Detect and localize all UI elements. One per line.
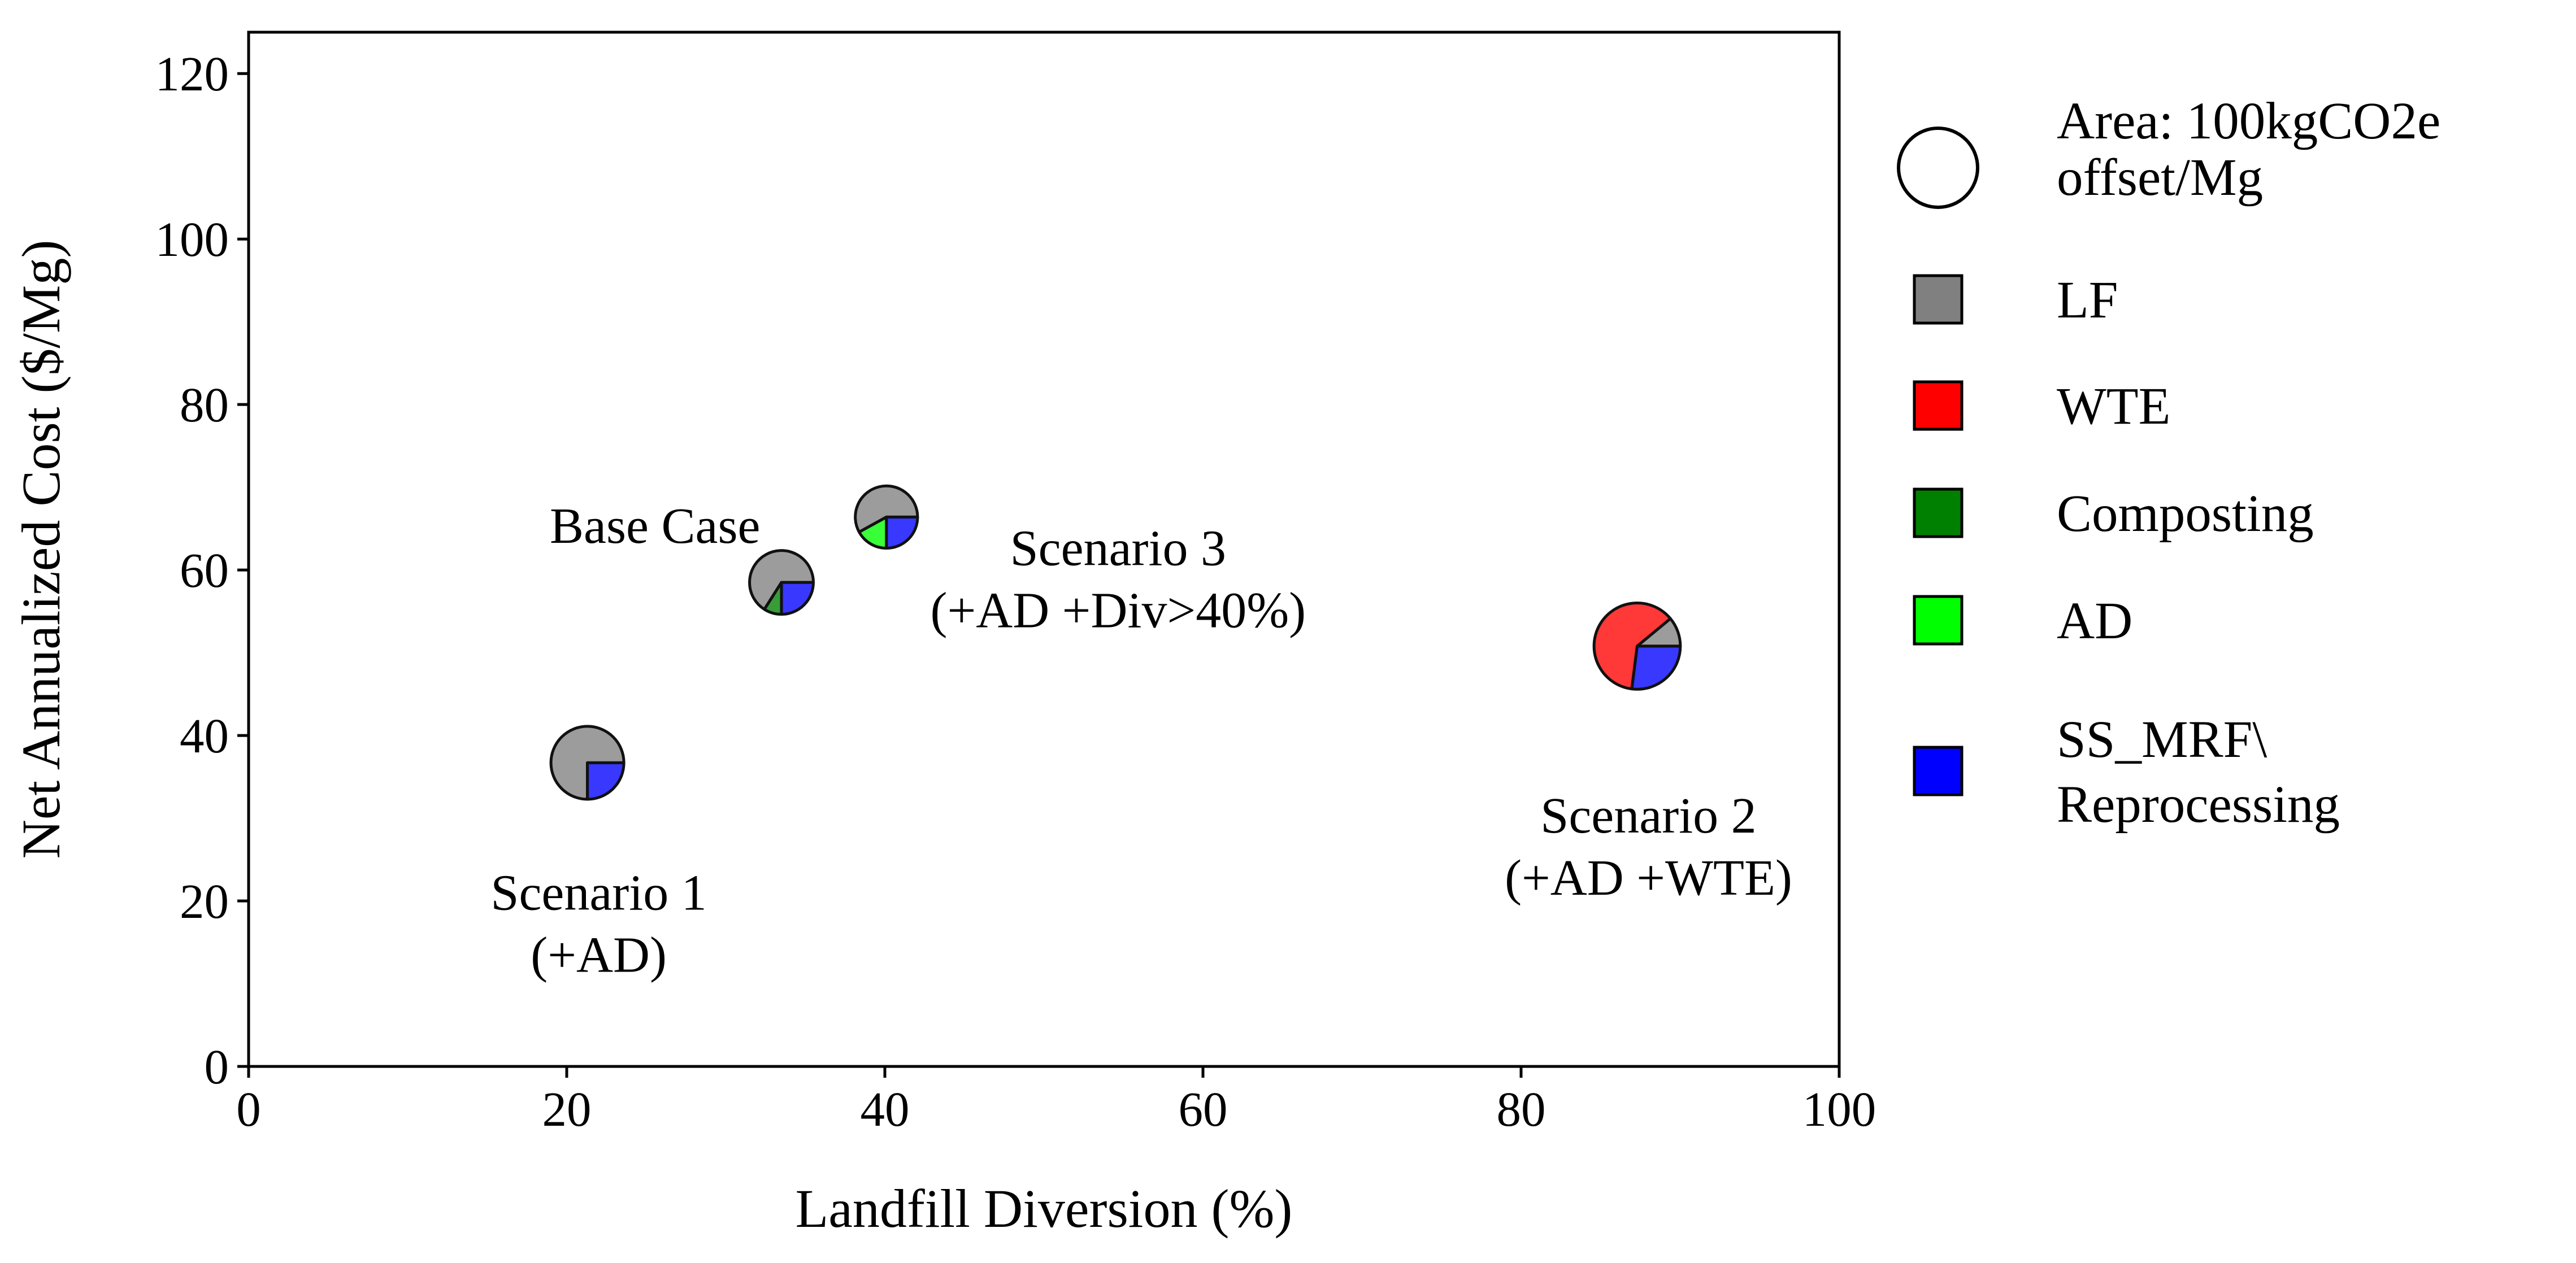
pie-bubble-scenario-3: Scenario 3 (+AD +Div>40%) — [854, 484, 1306, 638]
pie-wedge-wte — [1592, 602, 1672, 691]
annotation-scenario-1: Scenario 1 (+AD) — [490, 865, 706, 983]
legend-layer: Area: 100kgCO2e offset/Mg LF WTE Composting A… — [1897, 92, 2440, 834]
plot-layer: Scenario 1 (+AD) Base Case Scenario 3 (+AD +… — [490, 484, 1792, 983]
y-tick-label: 20 — [180, 874, 229, 929]
legend-label-ad: AD — [2057, 592, 2132, 650]
x-tick-label: 60 — [1179, 1082, 1228, 1136]
legend-swatch-composting — [1913, 487, 1964, 538]
pie-wedge-lf — [748, 549, 815, 611]
legend-swatch-ss-mrf-reprocessing — [1913, 746, 1964, 796]
y-axis-label: Net Annualized Cost ($/Mg) — [11, 240, 71, 859]
pie-bubble-base-case: Base Case — [550, 498, 815, 616]
pie-bubble-scenario-2: Scenario 2 (+AD +WTE) — [1505, 602, 1792, 906]
y-tick-label: 100 — [155, 212, 229, 267]
legend-swatch-wte — [1913, 380, 1964, 431]
x-axis-label: Landfill Diversion (%) — [796, 1178, 1293, 1239]
legend-size-circle — [1897, 127, 1979, 209]
legend-item-ss-mrf-reprocessing: SS_MRF\ Reprocessing — [1913, 711, 2340, 834]
legend-swatch-lf — [1913, 274, 1964, 325]
legend-size-entry: Area: 100kgCO2e offset/Mg — [1897, 92, 2440, 209]
pie-bubble-scenario-1: Scenario 1 (+AD) — [490, 725, 707, 983]
annotation-scenario-2: Scenario 2 (+AD +WTE) — [1505, 788, 1792, 906]
legend-item-lf: LF — [1913, 271, 2118, 329]
pie-wedge-lf — [549, 725, 625, 801]
legend-item-ad: AD — [1913, 592, 2132, 650]
legend-item-composting: Composting — [1913, 485, 2314, 543]
y-tick-label: 80 — [180, 377, 229, 432]
pie-wedge-lf — [854, 484, 919, 534]
legend-item-wte: WTE — [1913, 377, 2170, 435]
x-tick-label: 20 — [542, 1082, 592, 1136]
pie-wedge-ss-mrf-reprocessing — [780, 581, 815, 616]
y-tick-label: 0 — [205, 1039, 229, 1094]
x-tick-label: 80 — [1497, 1082, 1546, 1136]
x-tick-label: 100 — [1802, 1082, 1876, 1136]
pie-wedge-ss-mrf-reprocessing — [885, 515, 919, 550]
y-tick-label: 60 — [180, 543, 229, 598]
pie-wedge-ss-mrf-reprocessing — [1630, 644, 1682, 691]
axes-layer: 0 20 40 60 80 100 0 20 40 60 80 100 120 Landfill Dive… — [11, 31, 1876, 1239]
legend-swatch-ad — [1913, 595, 1964, 646]
annotation-scenario-3: Scenario 3 (+AD +Div>40%) — [930, 520, 1306, 638]
legend-label-wte: WTE — [2057, 377, 2170, 435]
plot-frame — [247, 31, 1841, 1068]
y-tick-label: 40 — [180, 708, 229, 763]
legend-label-lf: LF — [2057, 271, 2118, 329]
x-tick-label: 40 — [861, 1082, 910, 1136]
y-tick-label: 120 — [155, 46, 229, 101]
legend-size-label: Area: 100kgCO2e offset/Mg — [2057, 92, 2440, 207]
pie-wedge-ss-mrf-reprocessing — [586, 761, 625, 801]
legend-label-ss-mrf-reprocessing: SS_MRF\ Reprocessing — [2057, 711, 2340, 834]
legend-label-composting: Composting — [2057, 485, 2314, 543]
x-tick-label: 0 — [236, 1082, 261, 1136]
annotation-base-case: Base Case — [550, 498, 760, 554]
